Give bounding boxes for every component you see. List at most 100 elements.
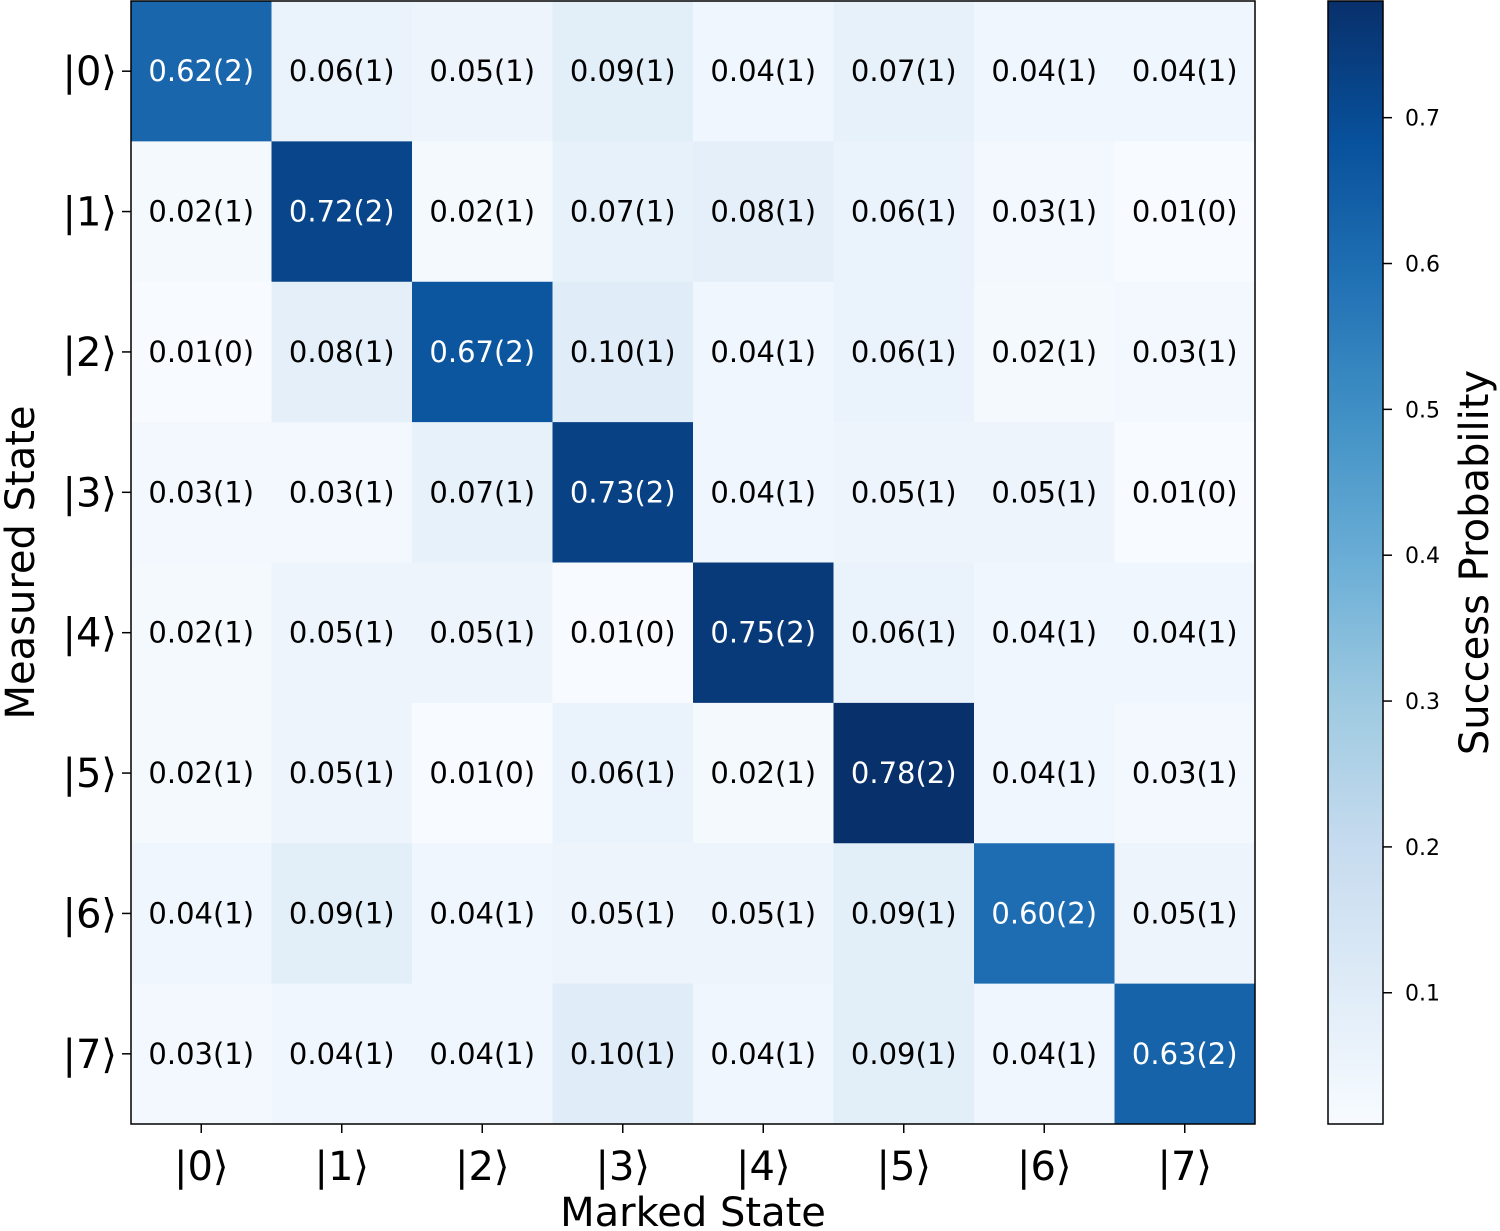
x-axis: |0⟩ |1⟩ |2⟩ |3⟩ |4⟩ |5⟩ |6⟩ |7⟩ <box>174 1124 1212 1190</box>
heatmap-cell <box>833 141 975 283</box>
heatmap-cell <box>271 702 413 844</box>
cell-value-label: 0.02(1) <box>429 195 535 229</box>
colorbar <box>1327 0 1384 1125</box>
y-axis-label: Measured State <box>0 406 44 720</box>
cell-value-label: 0.62(2) <box>148 54 254 88</box>
cell-value-label: 0.75(2) <box>710 616 816 650</box>
y-tick-label: |4⟩ <box>62 611 117 657</box>
heatmap-cell <box>974 422 1115 563</box>
y-axis: |0⟩ |1⟩ |2⟩ |3⟩ |4⟩ |5⟩ |6⟩ |7⟩ <box>62 49 131 1078</box>
colorbar-tick-label: 0.3 <box>1405 690 1440 715</box>
heatmap-cell <box>693 1 834 142</box>
heatmap-cell <box>1114 562 1256 704</box>
heatmap-cell <box>833 1 975 142</box>
cell-value-label: 0.05(1) <box>289 756 395 790</box>
heatmap-cell <box>974 141 1115 283</box>
cell-value-label: 0.02(1) <box>710 756 816 790</box>
heatmap-cell <box>271 983 413 1125</box>
heatmap-cell <box>552 281 694 423</box>
heatmap-cell <box>412 843 553 985</box>
heatmap-cell <box>1114 983 1256 1125</box>
cell-value-label: 0.08(1) <box>289 335 395 369</box>
cell-value-label: 0.72(2) <box>289 195 395 229</box>
cell-value-label: 0.05(1) <box>429 54 535 88</box>
colorbar-ticks: 0.1 0.2 0.3 0.4 0.5 0.6 0.7 <box>1383 107 1440 1007</box>
heatmap-cell <box>271 141 413 283</box>
cell-value-label: 0.04(1) <box>1132 54 1238 88</box>
heatmap-cell <box>833 422 975 563</box>
cell-value-label: 0.01(0) <box>429 756 535 790</box>
heatmap-cell <box>552 1 694 142</box>
heatmap-cell <box>833 562 975 704</box>
heatmap-cell <box>1114 702 1256 844</box>
heatmap-cell <box>693 422 834 563</box>
heatmap-cell <box>552 702 694 844</box>
x-axis-label: Marked State <box>560 1190 826 1231</box>
x-tick-label: |4⟩ <box>736 1144 791 1190</box>
cell-value-label: 0.06(1) <box>851 616 957 650</box>
colorbar-tick-label: 0.2 <box>1405 836 1440 861</box>
colorbar-tick-label: 0.1 <box>1405 982 1440 1007</box>
heatmap-cell <box>974 562 1115 704</box>
colorbar-label: Success Probability <box>1452 370 1498 755</box>
x-tick-label: |3⟩ <box>595 1144 650 1190</box>
x-tick-label: |0⟩ <box>174 1144 229 1190</box>
cell-value-label: 0.05(1) <box>991 475 1097 509</box>
cell-value-label: 0.03(1) <box>289 475 395 509</box>
heatmap-cell <box>131 983 272 1125</box>
heatmap-cell <box>131 1 272 142</box>
heatmap-cell <box>412 281 553 423</box>
colorbar-tick-label: 0.4 <box>1405 544 1440 569</box>
cell-value-label: 0.05(1) <box>289 616 395 650</box>
cell-value-label: 0.60(2) <box>991 896 1097 930</box>
cell-value-label: 0.07(1) <box>851 54 957 88</box>
cell-value-label: 0.04(1) <box>991 616 1097 650</box>
heatmap-cell <box>412 562 553 704</box>
y-tick-label: |1⟩ <box>62 190 117 236</box>
heatmap-cell <box>412 983 553 1125</box>
heatmap-cell <box>1114 141 1256 283</box>
colorbar-tick-label: 0.5 <box>1405 398 1440 423</box>
heatmap-cell <box>131 562 272 704</box>
cell-value-label: 0.10(1) <box>570 1037 676 1071</box>
cell-value-label: 0.01(0) <box>570 616 676 650</box>
cell-value-label: 0.06(1) <box>851 335 957 369</box>
heatmap-cell <box>833 843 975 985</box>
heatmap-cell <box>833 281 975 423</box>
heatmap-cell <box>131 141 272 283</box>
colorbar-tick-label: 0.6 <box>1405 253 1440 278</box>
cell-value-label: 0.02(1) <box>148 616 254 650</box>
heatmap-cell <box>271 562 413 704</box>
cell-value-label: 0.04(1) <box>289 1037 395 1071</box>
heatmap-cell <box>1114 1 1256 142</box>
cell-value-label: 0.06(1) <box>851 195 957 229</box>
heatmap-cell <box>833 983 975 1125</box>
cell-value-label: 0.03(1) <box>148 475 254 509</box>
cell-value-label: 0.08(1) <box>710 195 816 229</box>
cell-value-label: 0.01(0) <box>1132 475 1238 509</box>
heatmap-cell <box>412 1 553 142</box>
cell-value-label: 0.05(1) <box>1132 896 1238 930</box>
cell-value-label: 0.04(1) <box>429 1037 535 1071</box>
cell-value-label: 0.04(1) <box>710 475 816 509</box>
heatmap-cell <box>693 141 834 283</box>
cell-value-label: 0.06(1) <box>570 756 676 790</box>
cell-value-label: 0.05(1) <box>710 896 816 930</box>
cell-value-label: 0.04(1) <box>710 335 816 369</box>
cell-value-label: 0.04(1) <box>429 896 535 930</box>
cell-value-label: 0.02(1) <box>148 195 254 229</box>
heatmap-cell <box>412 141 553 283</box>
x-tick-label: |2⟩ <box>455 1144 510 1190</box>
heatmap-cell <box>271 843 413 985</box>
x-tick-label: |1⟩ <box>314 1144 369 1190</box>
cell-value-label: 0.05(1) <box>429 616 535 650</box>
heatmap-cell <box>131 281 272 423</box>
cell-value-label: 0.03(1) <box>148 1037 254 1071</box>
heatmap-cell <box>1114 422 1256 563</box>
heatmap-cell <box>974 843 1115 985</box>
heatmap-cell <box>552 843 694 985</box>
heatmap-cell <box>131 702 272 844</box>
x-tick-label: |5⟩ <box>876 1144 931 1190</box>
heatmap-cell <box>271 422 413 563</box>
cell-value-label: 0.10(1) <box>570 335 676 369</box>
